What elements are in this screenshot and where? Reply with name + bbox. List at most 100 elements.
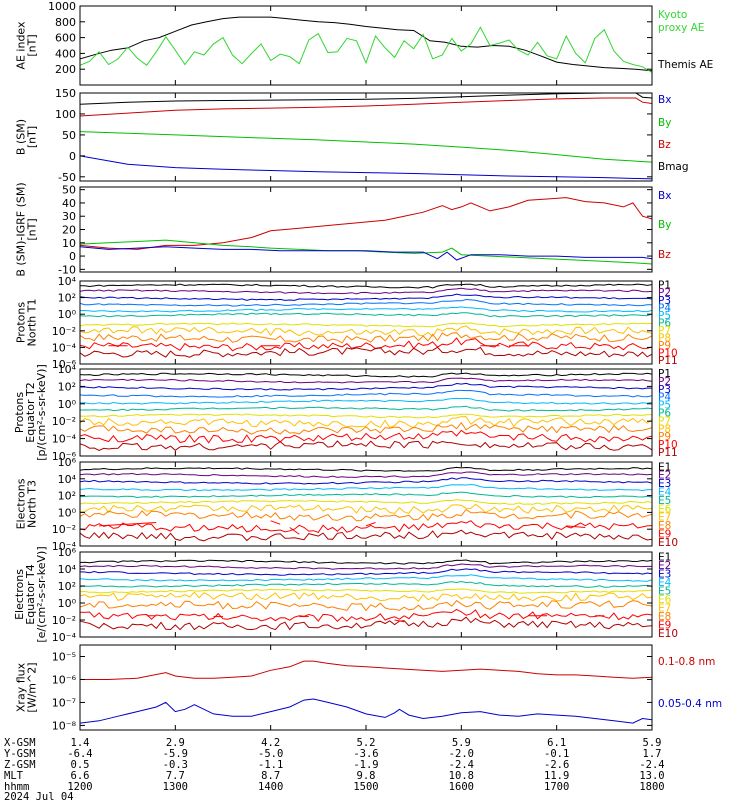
y-tick-label: 10² xyxy=(58,580,76,593)
channel-trace-P6 xyxy=(80,312,652,318)
plot-area xyxy=(80,93,652,180)
ephemeris-value: -3.6 xyxy=(353,748,378,760)
ephemeris-value: 1600 xyxy=(449,781,474,793)
y-tick-label: 600 xyxy=(55,32,76,45)
series-line-3 xyxy=(80,246,652,261)
ephemeris-value: -5.9 xyxy=(163,748,188,760)
plot-area xyxy=(80,372,652,451)
channel-trace-P10 xyxy=(80,337,652,352)
ephemeris-value: 10.8 xyxy=(449,770,474,782)
channel-trace-P11 xyxy=(80,440,652,451)
channel-trace-E5 xyxy=(80,491,652,499)
legend-entry: P6 xyxy=(658,407,671,419)
series-line-2 xyxy=(80,698,652,724)
y-tick-label: 10⁻⁴ xyxy=(52,433,77,446)
ephemeris-value: -2.4 xyxy=(639,759,664,771)
ephemeris-value: 1700 xyxy=(544,781,569,793)
channel-trace-E9 xyxy=(80,520,652,534)
channel-trace-E10 xyxy=(80,529,652,542)
y-tick-label: 30 xyxy=(62,210,76,223)
channel-trace-E6 xyxy=(80,588,652,594)
y-tick-label: 10⁻² xyxy=(52,614,76,627)
y-tick-label: 10⁻⁴ xyxy=(52,540,77,553)
y-tick-label: 10² xyxy=(58,292,76,305)
legend-entry: Bx xyxy=(658,94,671,106)
legend-entry: P10 xyxy=(658,348,678,360)
legend-entry: P1 xyxy=(658,368,671,380)
series-line-1 xyxy=(80,93,652,105)
ephemeris-value: -2.6 xyxy=(544,759,569,771)
legend-entry: P9 xyxy=(658,431,671,443)
ephemeris-value: -2.4 xyxy=(449,759,474,771)
ephemeris-value: 1.7 xyxy=(643,748,662,760)
channel-trace-E2 xyxy=(80,563,652,570)
ephemeris-row-label: hhmm xyxy=(4,781,29,793)
y-axis-label: Electrons xyxy=(15,478,28,529)
channel-trace-E2 xyxy=(80,471,652,478)
y-tick-label: 10⁻⁸ xyxy=(52,719,77,732)
ephemeris-value: -1.9 xyxy=(353,759,378,771)
y-axis-label: Xray flux xyxy=(15,662,28,712)
channel-trace-P5 xyxy=(80,306,652,313)
y-axis-label: [nT] xyxy=(26,126,39,148)
channel-trace-P7 xyxy=(80,413,652,419)
ephemeris-value: -0.1 xyxy=(544,748,569,760)
y-tick-label: 10⁶ xyxy=(58,456,77,469)
plot-area xyxy=(80,197,652,265)
ephemeris-value: 0.5 xyxy=(71,759,90,771)
ephemeris-value: -1.1 xyxy=(258,759,283,771)
ephemeris-value: 4.2 xyxy=(261,737,280,749)
legend-entry: E8 xyxy=(658,611,671,623)
channel-trace-E1 xyxy=(80,466,652,472)
y-axis-label: [p/(cm²-s-sr-keV)] xyxy=(35,364,48,461)
channel-trace-P8 xyxy=(80,325,652,337)
ephemeris-value: -5.0 xyxy=(258,748,283,760)
channel-trace-E5 xyxy=(80,580,652,588)
y-tick-label: 10⁻⁷ xyxy=(52,696,76,709)
y-tick-label: 10⁻⁶ xyxy=(52,673,77,686)
legend-entry: By xyxy=(658,117,671,129)
series-line-1 xyxy=(80,16,652,72)
y-axis-label: [W/m^2] xyxy=(26,662,39,712)
y-tick-label: 1000 xyxy=(48,0,76,13)
y-tick-label: 10⁻⁴ xyxy=(52,341,77,354)
y-tick-label: 10⁻² xyxy=(52,523,76,536)
legend-entry: P4 xyxy=(658,302,671,314)
legend-entry: E5 xyxy=(658,495,671,507)
series-line-4 xyxy=(80,155,652,180)
legend-entry: E3 xyxy=(658,478,671,490)
y-axis-label: Protons xyxy=(13,392,26,433)
legend-entry: P7 xyxy=(658,415,671,427)
channel-trace-E3 xyxy=(80,568,652,576)
ephemeris-value: 5.9 xyxy=(452,737,471,749)
legend-entry: proxy AE xyxy=(658,22,704,34)
legend-entry: P4 xyxy=(658,392,671,404)
y-tick-label: 10² xyxy=(58,490,76,503)
channel-trace-E8 xyxy=(80,599,652,612)
channel-trace-P4 xyxy=(80,389,652,398)
data-fragment-5 xyxy=(566,525,586,529)
y-axis-label: [e/(cm²-s-sr-keV)] xyxy=(35,546,48,642)
channel-trace-E6 xyxy=(80,499,652,505)
plot-area xyxy=(80,16,652,73)
channel-trace-P6 xyxy=(80,405,652,412)
legend-entry: P7 xyxy=(658,325,671,337)
legend-entry: E7 xyxy=(658,602,671,614)
ephemeris-value: 2.9 xyxy=(166,737,185,749)
legend-entry: E1 xyxy=(658,461,671,473)
date-label: 2024 Jul 04 xyxy=(4,791,74,800)
series-line-1 xyxy=(80,660,652,680)
series-line-2 xyxy=(80,97,652,117)
y-tick-label: 150 xyxy=(55,87,76,100)
legend-entry: E1 xyxy=(658,551,671,563)
y-axis-label: [nT] xyxy=(26,218,39,240)
ephemeris-value: 11.9 xyxy=(544,770,569,782)
y-tick-label: 20 xyxy=(62,224,76,237)
channel-trace-P2 xyxy=(80,287,652,295)
channel-trace-E7 xyxy=(80,591,652,603)
y-axis-label: B (SM) xyxy=(15,119,28,155)
